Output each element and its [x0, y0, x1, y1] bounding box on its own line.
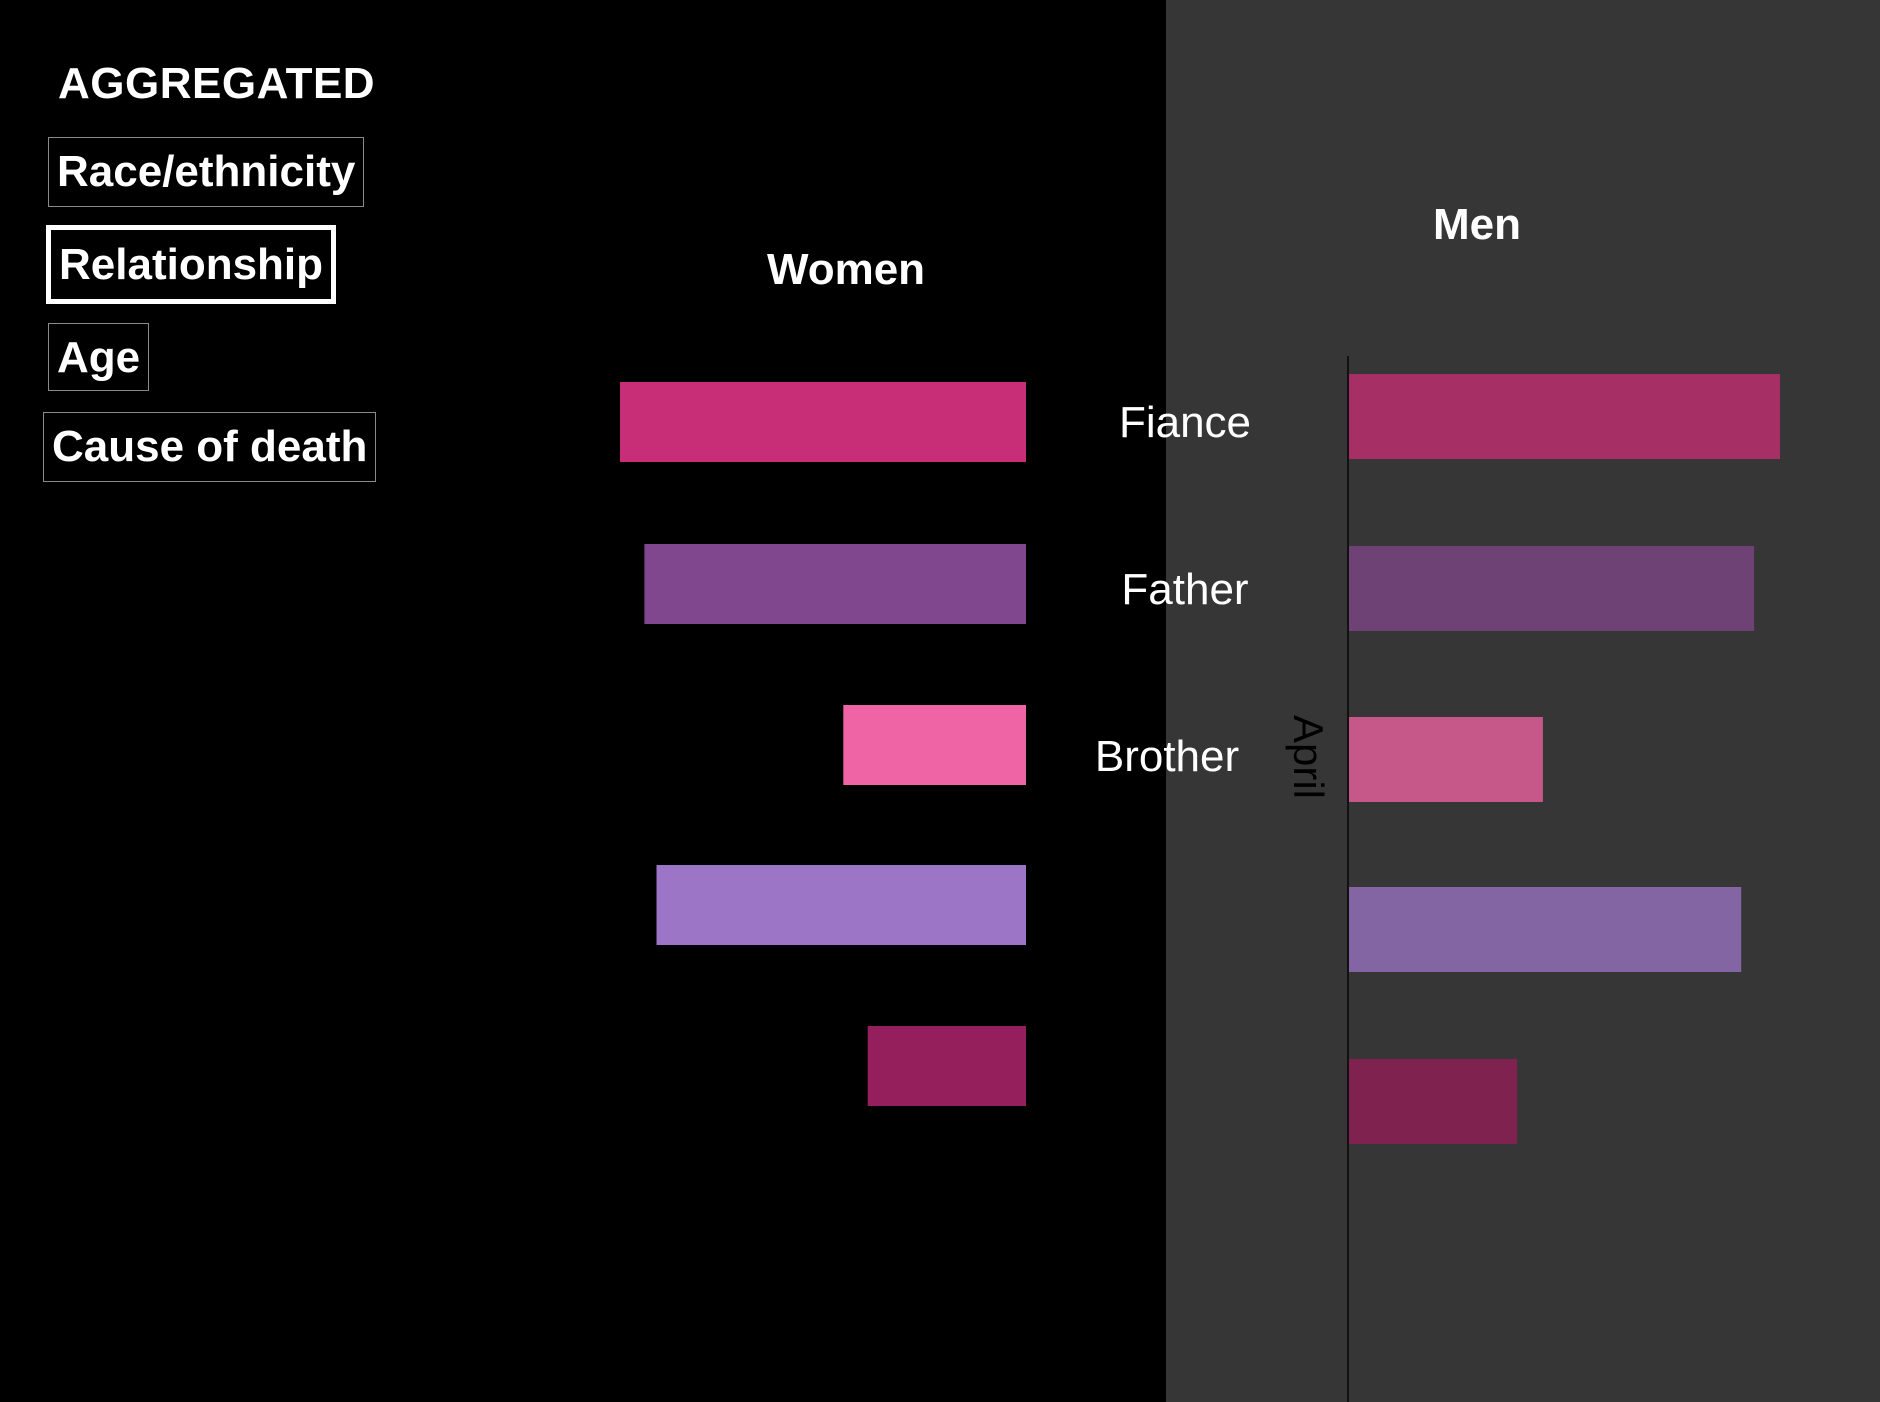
category-label-fiance: Fiance [1119, 398, 1251, 447]
women-bar-4 [656, 865, 1026, 945]
men-bar-3 [1349, 717, 1543, 802]
men-bar-4 [1349, 887, 1742, 972]
month-annotation: April [1285, 715, 1332, 799]
women-bar-1 [620, 382, 1026, 462]
men-panel-background [1166, 0, 1880, 1402]
men-series-title: Men [1433, 200, 1521, 249]
category-label-father: Father [1121, 565, 1248, 614]
men-bar-5 [1349, 1059, 1518, 1144]
filter-relationship-button[interactable]: Relationship [46, 225, 337, 304]
women-series-title: Women [767, 245, 925, 294]
filter-age-button[interactable]: Age [48, 323, 150, 391]
men-bars [1349, 374, 1780, 1144]
women-bar-3 [843, 705, 1026, 785]
women-bar-5 [867, 1026, 1026, 1106]
filter-race-ethnicity-button[interactable]: Race/ethnicity [48, 137, 365, 207]
men-bar-1 [1349, 374, 1780, 459]
men-bar-2 [1349, 546, 1755, 631]
filter-cause-of-death-button[interactable]: Cause of death [43, 412, 377, 482]
sidebar-title: AGGREGATED [58, 59, 376, 108]
women-bar-2 [644, 544, 1026, 624]
category-label-brother: Brother [1095, 732, 1239, 781]
women-bars [620, 382, 1026, 1106]
